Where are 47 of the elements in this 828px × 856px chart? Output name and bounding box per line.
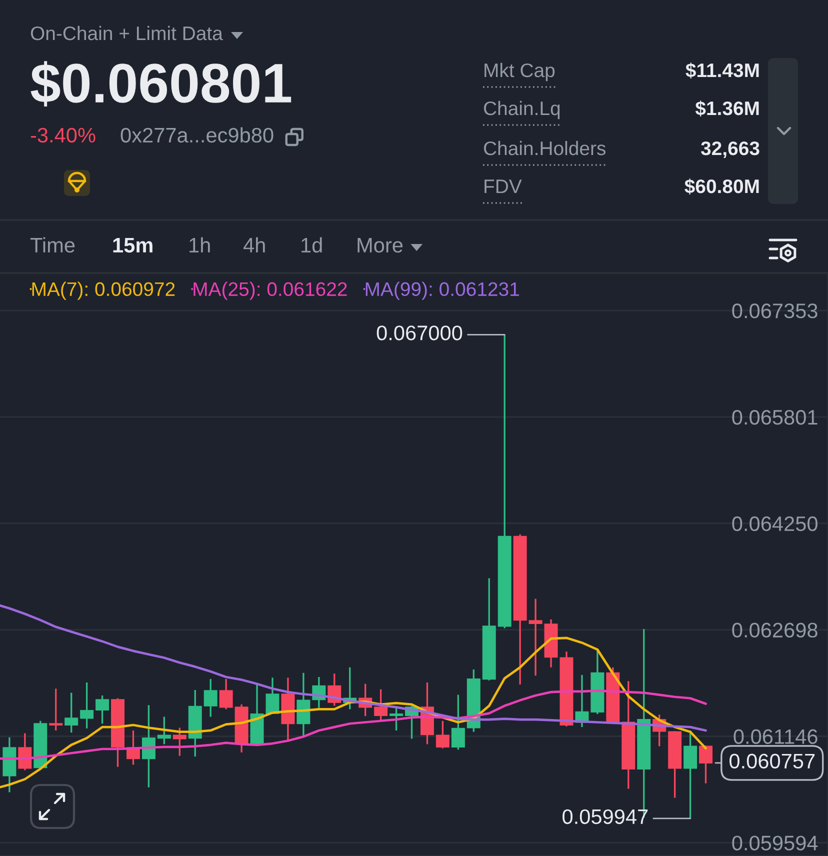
candlestick bbox=[18, 732, 32, 772]
text: 1h bbox=[190, 237, 210, 252]
text: FDV bbox=[484, 180, 522, 194]
legend-label: MA(7): 0.060972 bbox=[32, 282, 175, 300]
candlestick bbox=[80, 682, 94, 730]
text: 0x277a...ec9b80 bbox=[120, 127, 274, 143]
y-tick-label: 0.059594 bbox=[732, 836, 818, 850]
candlestick bbox=[49, 688, 63, 732]
annotation: 0.067000 bbox=[376, 326, 462, 340]
candlestick bbox=[436, 720, 450, 750]
candlestick bbox=[528, 598, 542, 676]
candlestick bbox=[219, 678, 233, 710]
candlestick bbox=[96, 694, 110, 724]
candlestick bbox=[172, 726, 186, 757]
candlestick bbox=[390, 706, 404, 732]
y-tick-label: 0.061146 bbox=[734, 729, 818, 744]
text: Chain.Holders bbox=[484, 140, 606, 156]
annotation: 0.059947 bbox=[562, 809, 648, 824]
text: More bbox=[358, 238, 403, 253]
text: -3.40% bbox=[30, 128, 96, 143]
text: Time bbox=[30, 237, 75, 253]
candlestick bbox=[374, 688, 388, 722]
text: 1d bbox=[302, 237, 322, 253]
text: $0.060801 bbox=[30, 61, 292, 106]
text: 15m bbox=[113, 238, 152, 253]
legend-label: MA(99): 0.061231 bbox=[366, 282, 519, 300]
candlestick bbox=[684, 730, 698, 820]
text: Mkt Cap bbox=[484, 62, 555, 82]
y-tick-label: 0.064250 bbox=[732, 516, 818, 532]
legend-label: MA(25): 0.061622 bbox=[194, 282, 347, 300]
candlestick bbox=[157, 716, 171, 746]
candlestick bbox=[699, 744, 712, 784]
text: $1.36M bbox=[695, 100, 759, 116]
y-tick-label: 0.062698 bbox=[732, 622, 818, 638]
candlestick bbox=[64, 692, 78, 734]
text: 32,663 bbox=[700, 141, 760, 158]
text: 0.060757 bbox=[730, 754, 815, 769]
y-tick-label: 0.067353 bbox=[732, 304, 818, 318]
candlestick bbox=[296, 672, 310, 737]
candlestick bbox=[451, 694, 465, 751]
text: Chain.Lq bbox=[484, 100, 560, 120]
text: $60.80M bbox=[684, 178, 759, 194]
text: 4h bbox=[243, 237, 265, 252]
candlestick bbox=[204, 678, 218, 718]
y-tick-label: 0.065801 bbox=[732, 410, 818, 425]
text: $11.43M bbox=[686, 62, 759, 78]
text: On-Chain + Limit Data bbox=[30, 26, 223, 40]
